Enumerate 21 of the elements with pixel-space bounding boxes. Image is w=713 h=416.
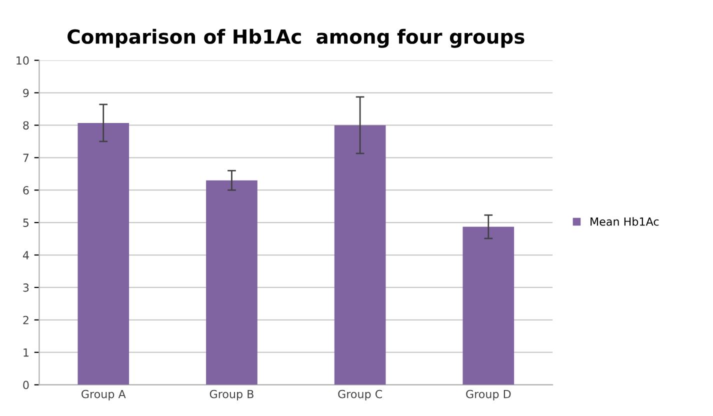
bar	[462, 226, 514, 385]
y-tick-label: 1	[24, 348, 28, 357]
y-tick-label: 9	[23, 88, 29, 98]
bar	[78, 122, 130, 385]
y-tick-label: 10	[16, 56, 29, 65]
y-tick-label: 4	[22, 251, 29, 260]
x-tick-label: Group B	[210, 390, 254, 400]
bar	[334, 125, 386, 385]
x-tick-label: Group D	[466, 390, 511, 400]
y-tick-label: 7	[23, 154, 29, 162]
legend-label: Mean Hb1Ac	[590, 217, 659, 226]
y-tick-label: 3	[23, 283, 29, 292]
y-tick-label: 6	[23, 186, 29, 194]
y-tick-label: 8	[23, 121, 29, 130]
y-tick-label: 2	[23, 316, 28, 324]
y-tick-label: 5	[23, 218, 29, 227]
chart-title: Comparison of Hb1Ac among four groups	[68, 28, 524, 48]
bar	[206, 180, 258, 385]
y-tick-label: 0	[23, 380, 29, 390]
x-tick-label: Group A	[82, 390, 126, 400]
x-tick-label: Group C	[338, 390, 382, 400]
